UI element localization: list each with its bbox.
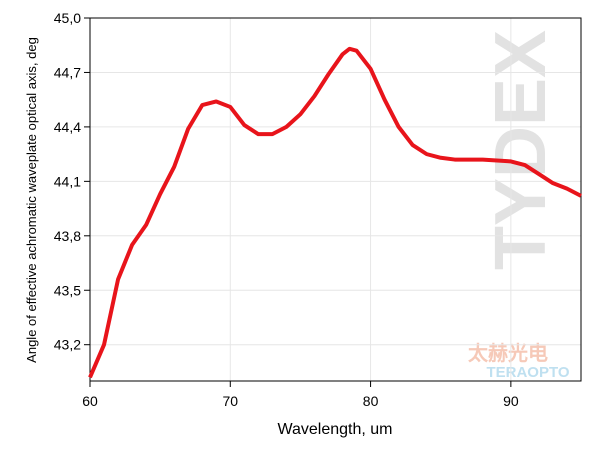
y-tick-label: 45,0 xyxy=(54,10,81,26)
x-tick-label: 60 xyxy=(82,393,98,409)
y-axis-label: Angle of effective achromatic waveplate … xyxy=(24,37,39,363)
y-tick-label: 44,1 xyxy=(54,173,81,189)
x-tick-label: 90 xyxy=(503,393,519,409)
y-tick-label: 43,5 xyxy=(54,282,81,298)
y-tick-label: 43,2 xyxy=(54,337,81,353)
x-axis-label: Wavelength, um xyxy=(277,421,392,438)
x-tick-label: 70 xyxy=(222,393,238,409)
y-tick-label: 43,8 xyxy=(54,228,81,244)
watermark: TYDEX xyxy=(481,30,561,270)
watermark: TERAOPTO xyxy=(486,364,569,381)
y-tick-label: 44,4 xyxy=(54,119,81,135)
x-tick-label: 80 xyxy=(363,393,379,409)
y-tick-label: 44,7 xyxy=(54,64,81,80)
data-line xyxy=(88,46,582,379)
plot-frame xyxy=(89,17,582,382)
